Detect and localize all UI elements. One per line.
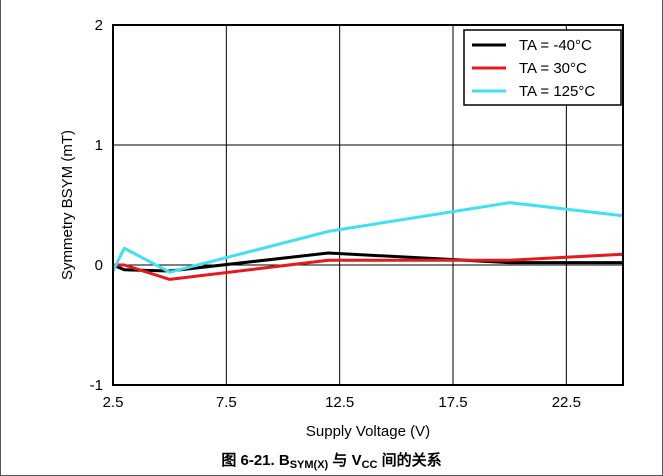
tick-labels: 2.5 7.5 12.5 17.5 22.5 2 1 0 -1 [90,17,581,411]
x-tick-label: 7.5 [216,394,237,411]
b-subscript: SYM(X) [289,459,329,471]
series-line-3 [113,201,623,274]
legend: TA = -40°C TA = 30°C TA = 125°C [463,29,622,106]
legend-label-2: TA = 30°C [519,60,587,77]
plot-border [112,24,624,386]
figure-number: 图 6-21. [221,452,275,469]
x-tick-label: 22.5 [552,394,581,411]
legend-label-1: TA = -40°C [519,37,592,54]
y-tick-label: -1 [90,377,103,394]
legend-label-3: TA = 125°C [519,83,595,100]
v-subscript: CC [361,459,378,471]
b-main: B [278,452,290,469]
caption-joiner: 与 [332,452,348,469]
v-symbol: VCC [351,452,378,471]
v-main: V [351,452,362,469]
b-symbol: BSYM(X) [278,452,329,471]
x-tick-label: 17.5 [438,394,467,411]
y-axis-label: Symmetry BSYM (mT) [59,130,76,280]
x-tick-label: 2.5 [103,394,124,411]
x-axis-label: Supply Voltage (V) [306,423,430,440]
y-tick-label: 2 [95,17,103,34]
y-tick-label: 0 [95,257,103,274]
line-chart: 2.5 7.5 12.5 17.5 22.5 2 1 0 -1 Supply Voltage (… [59,17,624,440]
x-tick-label: 12.5 [325,394,354,411]
y-tick-label: 1 [95,137,103,154]
figure-caption: 图 6-21. BSYM(X) 与 VCC 间的关系 [0,449,663,471]
series-layer [113,201,623,281]
series-line-1 [113,251,623,273]
series-line-2 [113,252,623,281]
caption-tail: 间的关系 [381,452,442,469]
